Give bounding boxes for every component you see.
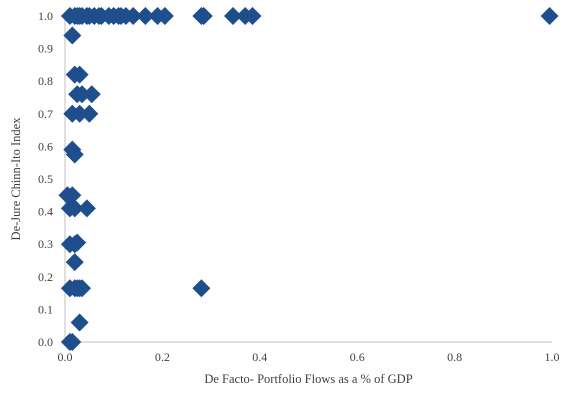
data-point <box>77 199 96 218</box>
x-tick-label: 1.0 <box>545 350 560 364</box>
y-tick-label: 0.1 <box>38 302 53 316</box>
data-point <box>194 7 213 25</box>
data-point <box>73 279 92 298</box>
data-point <box>63 186 82 205</box>
y-tick-label: 0.7 <box>38 107 53 121</box>
data-point <box>65 253 84 272</box>
data-point <box>540 7 559 25</box>
x-tick-label: 0.2 <box>155 350 170 364</box>
data-point <box>70 104 89 123</box>
x-axis-title: De Facto- Portfolio Flows as a % of GDP <box>204 372 412 386</box>
data-point <box>63 26 82 45</box>
x-tick-label: 0.6 <box>350 350 365 364</box>
data-point <box>65 199 84 218</box>
y-tick-label: 0.6 <box>38 139 53 153</box>
data-point <box>70 65 89 84</box>
data-points <box>58 7 559 351</box>
data-point <box>243 7 262 25</box>
data-point <box>73 85 92 104</box>
x-tick-label: 0.8 <box>447 350 462 364</box>
y-axis-title: De-Jure Chinn-Ito Index <box>9 117 23 241</box>
data-point <box>192 279 211 298</box>
data-point <box>65 145 84 164</box>
data-point <box>70 313 89 332</box>
y-tick-label: 1.0 <box>38 9 53 23</box>
data-point <box>63 333 82 351</box>
x-tick-label: 0.0 <box>58 350 73 364</box>
y-tick-label: 0.0 <box>38 335 53 349</box>
x-tick-label: 0.4 <box>252 350 267 364</box>
data-point <box>124 7 143 25</box>
plot-area: 0.0 0.1 0.2 0.3 0.4 0.5 0.6 0.7 0.8 0.9 1.0 0.0 0.2… <box>38 7 560 364</box>
data-point <box>82 85 101 104</box>
data-point <box>136 7 155 25</box>
data-point <box>80 104 99 123</box>
y-tick-label: 0.8 <box>38 74 53 88</box>
data-point <box>155 7 174 25</box>
y-tick-label: 0.9 <box>38 42 53 56</box>
x-axis-ticks: 0.0 0.2 0.4 0.6 0.8 1.0 <box>58 350 560 364</box>
y-tick-label: 0.5 <box>38 172 53 186</box>
y-tick-label: 0.3 <box>38 237 53 251</box>
y-tick-label: 0.2 <box>38 270 53 284</box>
data-point <box>224 7 243 25</box>
y-axis-ticks: 0.0 0.1 0.2 0.3 0.4 0.5 0.6 0.7 0.8 0.9 1.0 <box>38 9 53 349</box>
data-point <box>68 233 87 252</box>
y-tick-label: 0.4 <box>38 205 53 219</box>
